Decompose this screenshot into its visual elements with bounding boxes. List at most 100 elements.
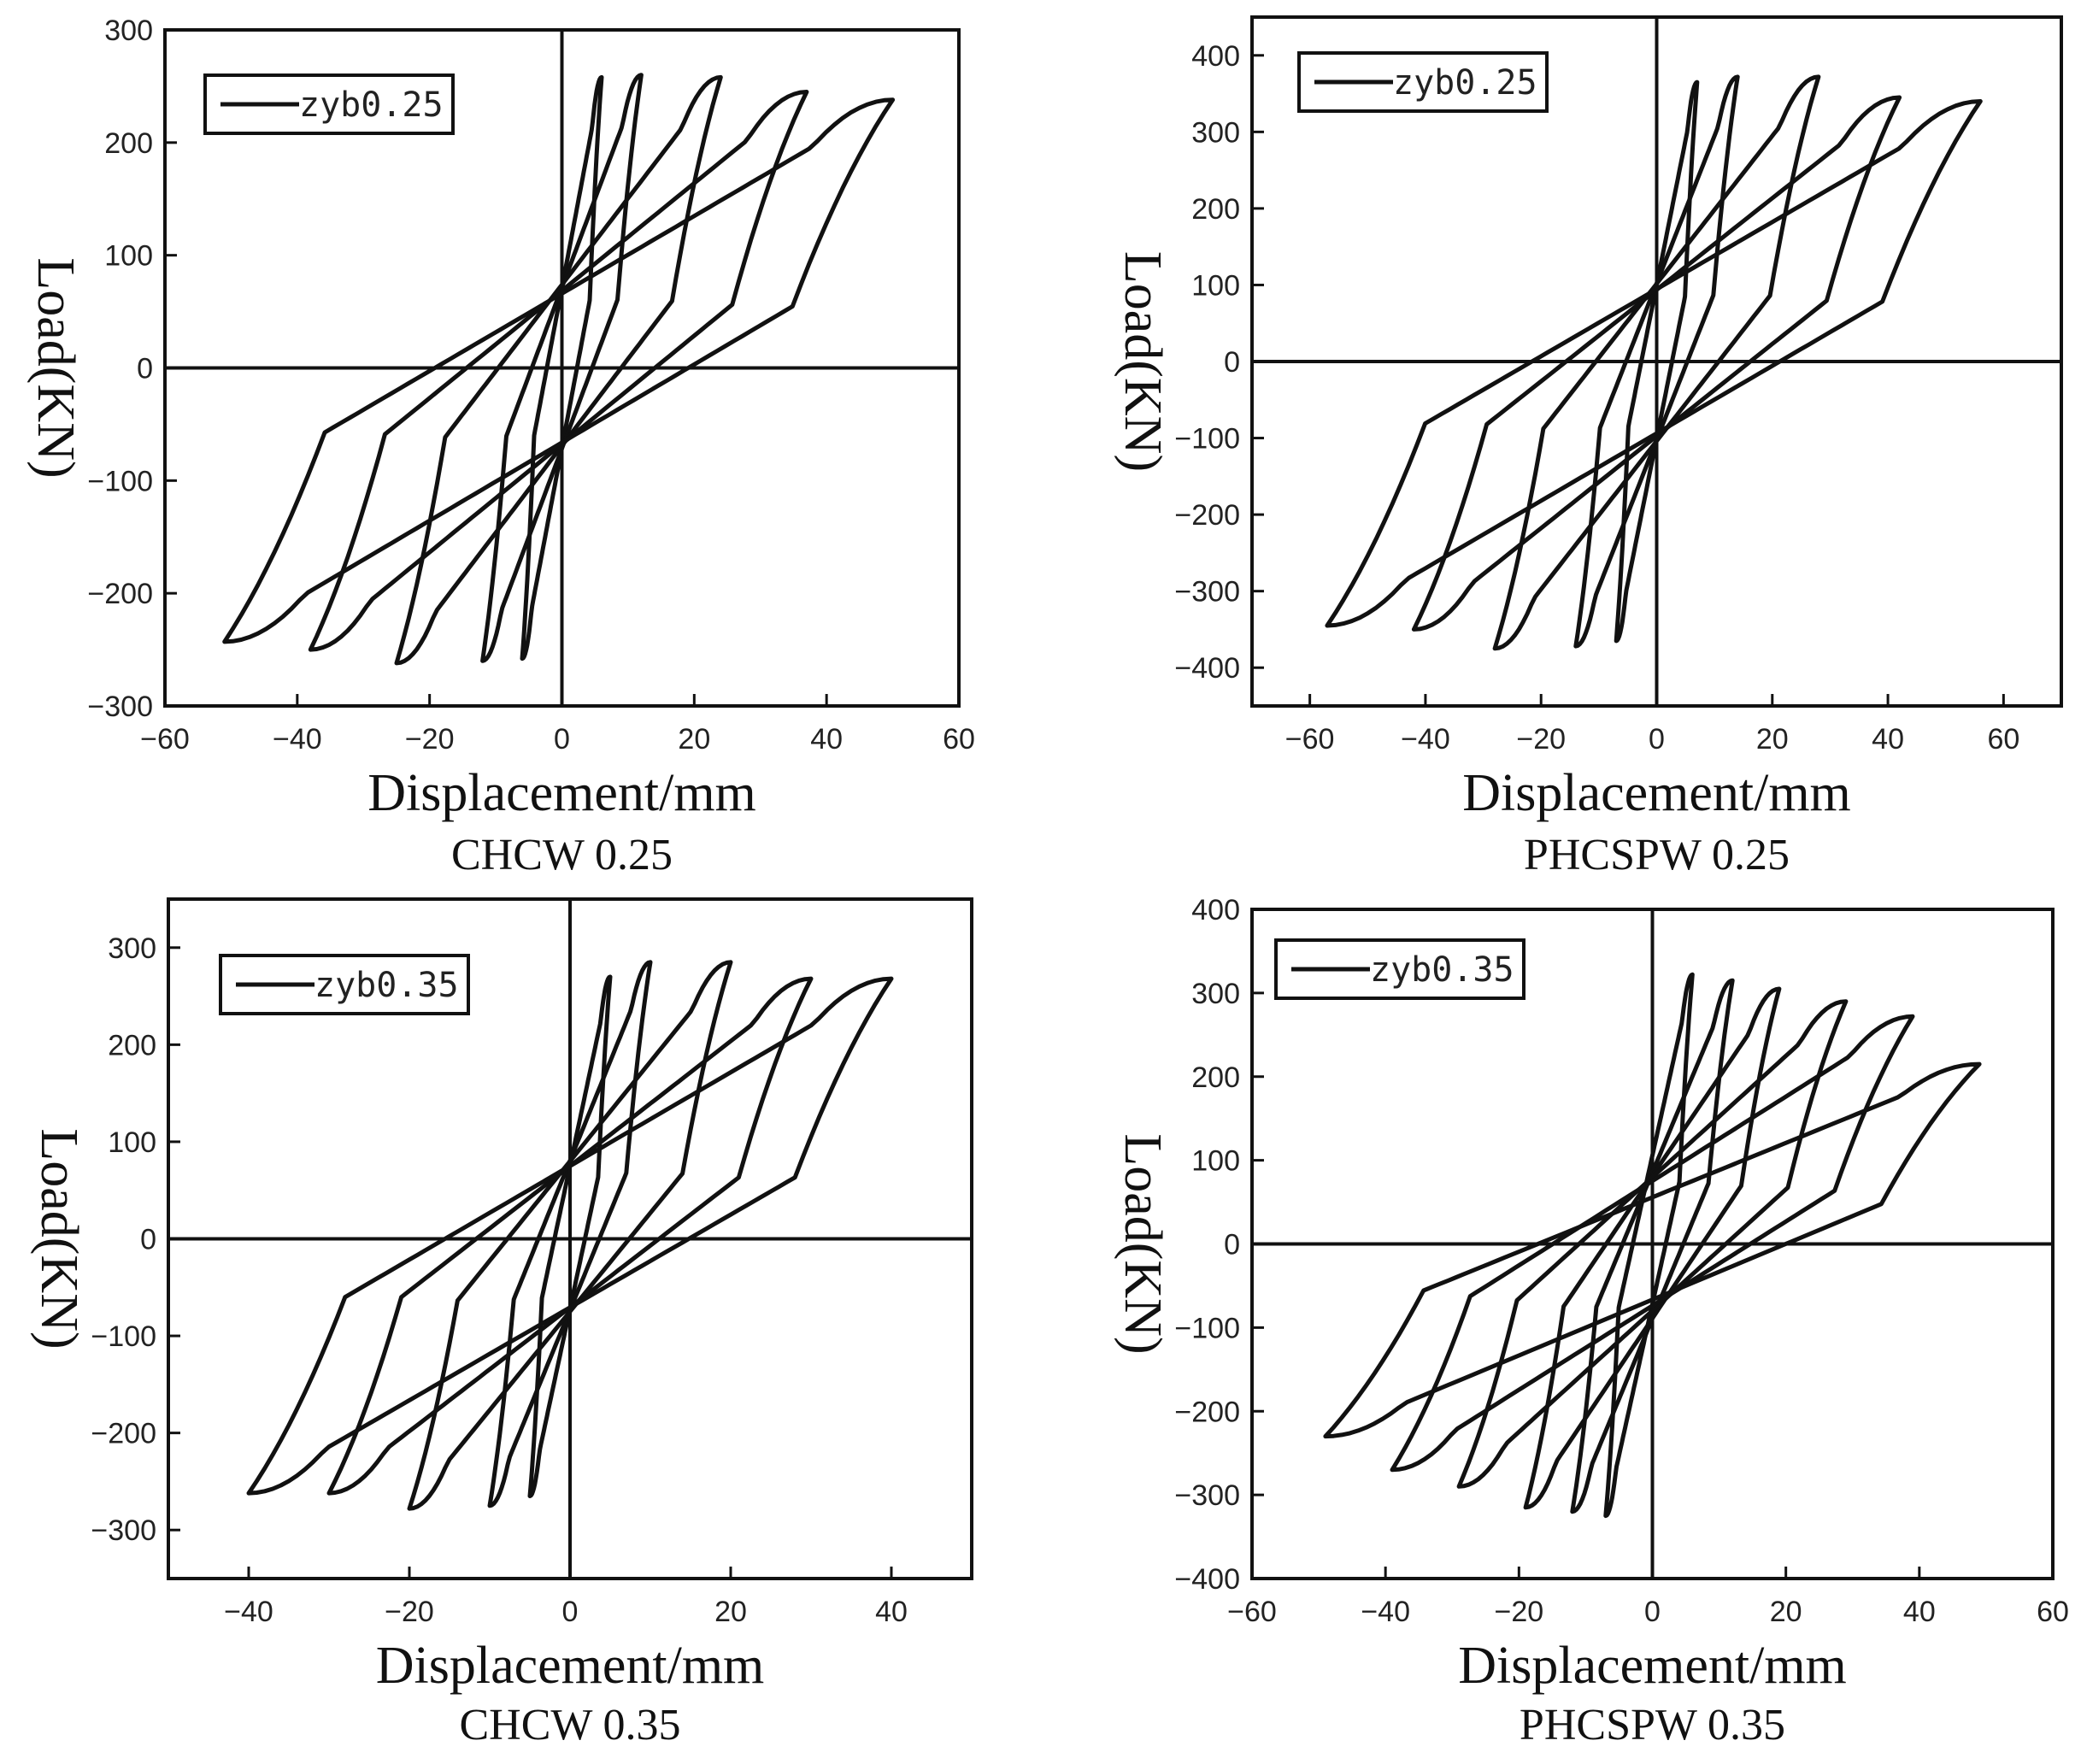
y-tick-label: −300 [91, 1514, 156, 1547]
y-tick-label: −400 [1174, 652, 1240, 685]
y-tick-label: −300 [1174, 576, 1240, 609]
y-axis-title: Load(KN) [26, 257, 85, 478]
x-tick-label: −20 [385, 1596, 434, 1628]
legend-label: zyb0.25 [299, 85, 444, 125]
x-tick-label: −40 [1361, 1596, 1410, 1628]
hysteresis-loop-2 [1570, 978, 1735, 1514]
x-tick-label: −60 [1227, 1596, 1277, 1628]
legend-label: zyb0.35 [315, 966, 459, 1005]
x-axis-title: Displacement/mm [1458, 1637, 1847, 1695]
y-tick-label: 0 [137, 353, 153, 385]
hysteresis-loop-5 [222, 97, 896, 644]
x-axis-title: Displacement/mm [367, 764, 756, 822]
y-axis-title: Load(KN) [30, 1128, 88, 1349]
y-tick-label: −100 [91, 1320, 156, 1353]
x-tick-label: −40 [224, 1596, 273, 1628]
x-tick-label: 40 [810, 723, 843, 756]
y-tick-label: 100 [1191, 269, 1240, 302]
hysteresis-loop-3 [1523, 986, 1782, 1510]
hysteresis-loop-4 [1411, 95, 1902, 632]
x-tick-label: −60 [140, 723, 190, 756]
hysteresis-loop-1 [1614, 79, 1700, 644]
y-tick-label: 100 [1191, 1145, 1240, 1178]
y-tick-label: 300 [1191, 978, 1240, 1010]
x-tick-label: 0 [1644, 1596, 1661, 1628]
x-tick-label: 20 [1756, 723, 1789, 756]
panel-caption: PHCSPW 0.35 [1520, 1701, 1785, 1749]
hysteresis-loop-5 [1390, 1014, 1915, 1473]
y-tick-label: 200 [1191, 1061, 1240, 1094]
x-tick-label: −40 [273, 723, 322, 756]
y-tick-label: 400 [1191, 894, 1240, 926]
hysteresis-loop-4 [308, 90, 809, 652]
x-tick-label: 60 [2037, 1596, 2069, 1628]
hysteresis-loop-3 [407, 960, 733, 1511]
hysteresis-loop-3 [394, 74, 723, 666]
y-tick-label: 300 [104, 15, 153, 47]
y-tick-label: −300 [87, 691, 153, 723]
legend-label: zyb0.25 [1393, 63, 1537, 103]
hysteresis-loop-2 [1573, 74, 1740, 649]
x-tick-label: 0 [554, 723, 570, 756]
x-tick-label: 60 [943, 723, 975, 756]
x-tick-label: 40 [875, 1596, 908, 1628]
x-tick-label: 40 [1872, 723, 1904, 756]
y-tick-label: −200 [87, 578, 153, 610]
x-tick-label: 0 [562, 1596, 579, 1628]
x-tick-label: 20 [678, 723, 710, 756]
hysteresis-loop-6 [1323, 1061, 1982, 1439]
y-tick-label: 200 [108, 1029, 156, 1061]
x-tick-label: −20 [1494, 1596, 1543, 1628]
legend-label: zyb0.35 [1370, 950, 1514, 990]
hysteresis-loop-1 [1603, 972, 1695, 1519]
y-tick-label: −200 [1174, 499, 1240, 532]
x-tick-label: −20 [1516, 723, 1566, 756]
hysteresis-loop-1 [527, 974, 613, 1498]
y-tick-label: 100 [108, 1126, 156, 1159]
x-tick-label: 0 [1649, 723, 1665, 756]
hysteresis-loop-2 [487, 960, 653, 1508]
y-tick-label: −200 [91, 1418, 156, 1450]
x-axis-title: Displacement/mm [376, 1637, 765, 1695]
y-tick-label: −100 [87, 465, 153, 497]
y-tick-label: 300 [1191, 116, 1240, 149]
y-tick-label: 200 [1191, 193, 1240, 226]
x-tick-label: −60 [1285, 723, 1335, 756]
chart-panel-2: −60 −40 −20 0 20 40 60−400−300−200−10001002003… [1114, 15, 2063, 879]
x-tick-label: −20 [405, 723, 455, 756]
y-axis-title: Load(KN) [1114, 1133, 1172, 1354]
y-tick-label: 100 [104, 240, 153, 273]
x-tick-label: 40 [1903, 1596, 1936, 1628]
y-tick-label: 0 [140, 1224, 156, 1256]
y-axis-title: Load(KN) [1114, 251, 1172, 472]
y-tick-label: 300 [108, 932, 156, 965]
x-tick-label: 20 [1770, 1596, 1802, 1628]
y-tick-label: 200 [104, 127, 153, 160]
legend-box [219, 954, 470, 1015]
y-tick-label: −400 [1174, 1563, 1240, 1596]
y-tick-label: −100 [1174, 1312, 1240, 1344]
chart-panel-1: −60 −40 −20 0 20 40 60−300−200−1000100200300Di… [26, 15, 975, 879]
legend-box [203, 74, 455, 135]
panel-caption: CHCW 0.35 [459, 1701, 680, 1749]
chart-panel-4: −60 −40 −20 0 20 40 60−400−300−200−10001002003… [1114, 894, 2069, 1749]
panel-caption: CHCW 0.25 [451, 831, 673, 879]
y-tick-label: 0 [1224, 346, 1240, 379]
hysteresis-loop-4 [1456, 999, 1849, 1489]
y-tick-label: 0 [1224, 1229, 1240, 1261]
hysteresis-loop-2 [480, 73, 644, 663]
hysteresis-loop-4 [326, 976, 814, 1496]
hysteresis-loop-1 [520, 74, 604, 662]
chart-panel-3: −40 −20 0 20 40−300−200−1000100200300Displac… [30, 897, 973, 1749]
hysteresis-loop-5 [246, 976, 894, 1496]
y-tick-label: −300 [1174, 1479, 1240, 1512]
x-tick-label: 60 [1987, 723, 2019, 756]
hysteresis-loop-5 [1325, 99, 1983, 628]
x-tick-label: 20 [714, 1596, 747, 1628]
x-tick-label: −40 [1401, 723, 1450, 756]
panel-caption: PHCSPW 0.25 [1524, 831, 1790, 879]
x-axis-title: Displacement/mm [1462, 764, 1851, 822]
y-tick-label: −200 [1174, 1396, 1240, 1428]
y-tick-label: −100 [1174, 423, 1240, 456]
